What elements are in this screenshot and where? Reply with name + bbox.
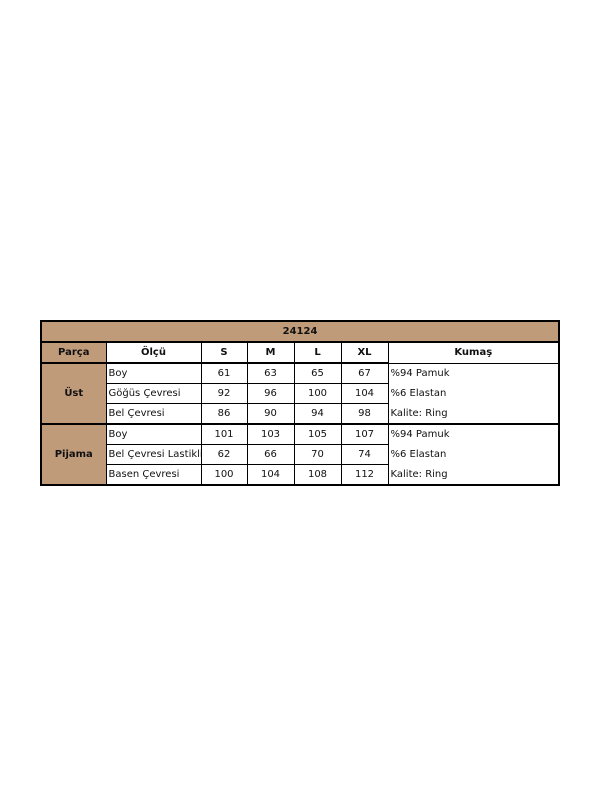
table-row: Basen Çevresi 100 104 108 112 Kalite: Ring — [41, 464, 560, 486]
header-row: Parça Ölçü S M L XL Kumaş — [40, 341, 560, 364]
size-value: 61 — [200, 362, 248, 384]
group-label: Pijama — [40, 423, 107, 486]
table-title: 24124 — [40, 320, 560, 343]
header-m: M — [246, 341, 295, 364]
size-value: 98 — [340, 403, 389, 425]
size-value: 94 — [293, 403, 342, 425]
header-s: S — [200, 341, 248, 364]
size-value: 90 — [246, 403, 295, 425]
header-parca: Parça — [40, 341, 107, 364]
header-kumas: Kumaş — [387, 341, 560, 364]
measure-label: Basen Çevresi — [105, 464, 202, 486]
size-value: 96 — [246, 383, 295, 404]
size-value: 103 — [246, 423, 295, 445]
size-value: 112 — [340, 464, 389, 486]
size-value: 70 — [293, 444, 342, 465]
size-value: 108 — [293, 464, 342, 486]
size-value: 74 — [340, 444, 389, 465]
fabric-info: %94 Pamuk — [387, 362, 560, 384]
fabric-info: Kalite: Ring — [387, 464, 560, 486]
size-value: 100 — [293, 383, 342, 404]
size-value: 104 — [246, 464, 295, 486]
fabric-info: %6 Elastan — [387, 383, 560, 404]
table-row: Üst Boy 61 63 65 67 %94 Pamuk — [40, 362, 560, 425]
table-row: Bel Çevresi Lastikli 62 66 70 74 %6 Elastan — [41, 444, 560, 465]
header-l: L — [293, 341, 342, 364]
size-value: 63 — [246, 362, 295, 384]
group-label: Üst — [40, 362, 107, 425]
measure-label: Boy — [105, 423, 202, 445]
size-value: 104 — [340, 383, 389, 404]
fabric-info: %94 Pamuk — [387, 423, 560, 445]
measure-label: Bel Çevresi Lastikli — [105, 444, 202, 465]
size-value: 92 — [200, 383, 248, 404]
fabric-info: %6 Elastan — [387, 444, 560, 465]
size-chart-table: 24124 Parça Ölçü S M L XL Kumaş Üst Boy 61… — [40, 320, 561, 486]
size-value: 65 — [293, 362, 342, 384]
size-value: 86 — [200, 403, 248, 425]
size-value: 107 — [340, 423, 389, 445]
measure-label: Boy — [105, 362, 202, 384]
table-row: Göğüs Çevresi 92 96 100 104 %6 Elastan — [41, 383, 560, 404]
fabric-info: Kalite: Ring — [387, 403, 560, 425]
table-row: Pijama Boy 101 103 105 107 %94 Pamuk — [40, 423, 560, 486]
size-value: 67 — [340, 362, 389, 384]
header-xl: XL — [340, 341, 389, 364]
size-value: 105 — [293, 423, 342, 445]
size-value: 66 — [246, 444, 295, 465]
header-olcu: Ölçü — [105, 341, 202, 364]
size-value: 101 — [200, 423, 248, 445]
size-value: 62 — [200, 444, 248, 465]
measure-label: Göğüs Çevresi — [105, 383, 202, 404]
table-row: Bel Çevresi 86 90 94 98 Kalite: Ring — [41, 403, 560, 425]
size-value: 100 — [200, 464, 248, 486]
measure-label: Bel Çevresi — [105, 403, 202, 425]
